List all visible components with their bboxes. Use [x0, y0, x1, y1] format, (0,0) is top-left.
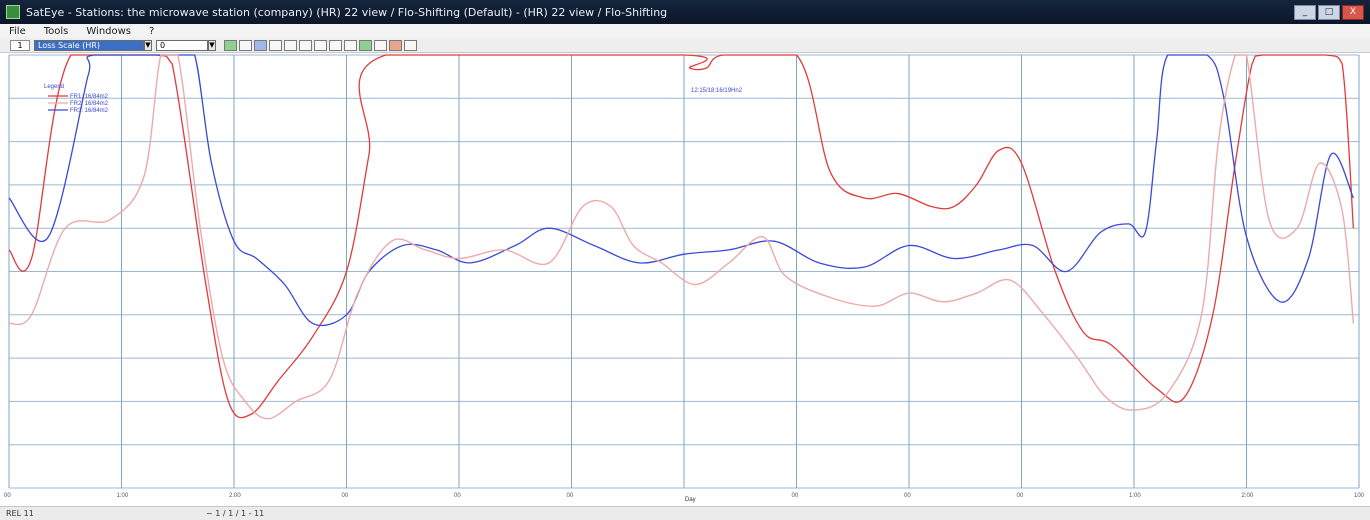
home-icon[interactable] [389, 39, 402, 51]
x-tick-label: 00 [904, 493, 911, 499]
x-axis-label: Day [685, 497, 696, 503]
title-bar: SatEye - Stations: the microwave station… [0, 0, 1370, 24]
close-button[interactable]: X [1342, 4, 1364, 20]
menu-file[interactable]: File [9, 25, 26, 37]
menu-bar: File Tools Windows ? [0, 24, 1370, 38]
status-left: REL 11 [6, 509, 34, 518]
chart-background [0, 53, 1370, 506]
table-icon[interactable] [239, 39, 252, 51]
series-line-pink [8, 54, 1355, 420]
window-title: SatEye - Stations: the microwave station… [26, 5, 668, 19]
zoom-out-icon[interactable] [299, 39, 312, 51]
x-tick-label: 00 [1017, 493, 1024, 499]
status-middle: ~ 1 / 1 / 1 - 11 [206, 509, 265, 518]
status-bar: REL 11 ~ 1 / 1 / 1 - 11 [0, 506, 1370, 520]
zoom-in-icon[interactable] [284, 39, 297, 51]
print-icon[interactable] [314, 39, 327, 51]
menu-help[interactable]: ? [149, 25, 155, 37]
x-tick-label: 00 [342, 493, 349, 499]
x-tick-label: 1:00 [1129, 493, 1141, 499]
chart-annotation: 12:15/18:16/19Hn2 [691, 88, 743, 94]
app-icon [6, 5, 20, 19]
settings-icon[interactable] [374, 39, 387, 51]
level-select[interactable]: 0 [156, 39, 208, 51]
legend-entry: FR1: 16/84m2 [70, 94, 109, 100]
view-box[interactable]: 1 [10, 39, 30, 51]
check-icon[interactable] [359, 39, 372, 51]
x-tick-label: 100 [1354, 493, 1365, 499]
x-tick-label: 00 [792, 493, 799, 499]
toolbar-icons [224, 39, 417, 51]
series-line-red [8, 54, 1355, 419]
x-tick-label: 00 [567, 493, 574, 499]
refresh-icon[interactable] [344, 39, 357, 51]
level-select-arrow-icon[interactable]: ▼ [208, 39, 216, 51]
export-icon[interactable] [329, 39, 342, 51]
x-tick-label: 00 [4, 493, 11, 499]
toolbar: 1 Loss Scale (HR) ▼ 0 ▼ [0, 38, 1370, 53]
legend-entry: FR3: 16/84m2 [70, 108, 109, 114]
menu-tools[interactable]: Tools [43, 25, 69, 37]
chart-series [8, 54, 1355, 420]
chart-ticks: 00 1:00 2:00 00 00 00 00 00 00 1:00 2:00 100 [4, 493, 1365, 499]
grid-icon[interactable] [254, 39, 267, 51]
menu-windows[interactable]: Windows [86, 25, 132, 37]
line-chart: 00 1:00 2:00 00 00 00 00 00 00 1:00 2:00 100 Legend… [0, 53, 1370, 506]
maximize-button[interactable]: □ [1318, 4, 1340, 20]
window-controls: _ □ X [1294, 4, 1364, 20]
help-icon[interactable] [404, 39, 417, 51]
chart-legend: Legend FR1: 16/84m2 FR2: 16/84m2 FR3: 16… [44, 84, 109, 114]
x-tick-label: 2:00 [229, 493, 241, 499]
x-tick-label: 00 [454, 493, 461, 499]
minimize-button[interactable]: _ [1294, 4, 1316, 20]
legend-entry: FR2: 16/84m2 [70, 101, 109, 107]
station-select-arrow-icon[interactable]: ▼ [144, 39, 152, 51]
x-tick-label: 2:00 [1242, 493, 1254, 499]
list-icon[interactable] [269, 39, 282, 51]
station-select[interactable]: Loss Scale (HR) [34, 39, 144, 51]
x-tick-label: 1:00 [117, 493, 129, 499]
legend-header: Legend [44, 84, 64, 90]
chart-icon[interactable] [224, 39, 237, 51]
series-line-blue [8, 54, 1354, 327]
